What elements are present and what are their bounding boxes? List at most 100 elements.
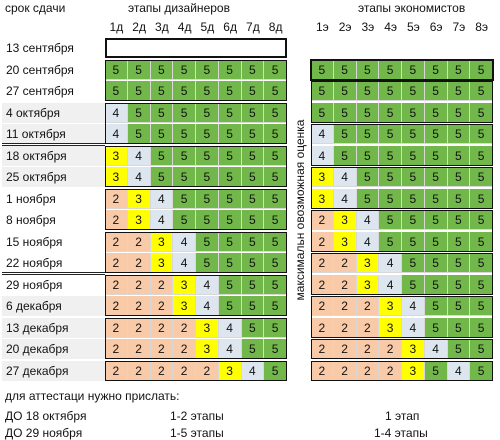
designer-score-cell: 5 <box>150 102 174 123</box>
economist-score-cell: 3 <box>379 296 402 316</box>
economist-score-cell: 5 <box>402 188 425 209</box>
designer-score-cell: 5 <box>173 210 196 230</box>
economist-score-cell: 3 <box>333 231 357 252</box>
designer-score-cell: 5 <box>173 59 196 80</box>
designer-score-cell: 4 <box>173 231 196 252</box>
economist-stage-header: 7э <box>452 20 466 34</box>
designer-score-cell: 3 <box>196 339 219 359</box>
designer-score-cell: 2 <box>105 253 128 273</box>
economist-score-cell: 5 <box>379 188 402 209</box>
economists-header: этапы экономистов <box>358 1 466 15</box>
designer-score-cell: 5 <box>218 188 242 209</box>
designer-score-cell: 5 <box>218 102 242 123</box>
economist-stage-header: 8э <box>475 20 489 34</box>
designer-score-cell: 2 <box>105 188 128 209</box>
economist-score-cell: 3 <box>311 188 334 209</box>
economist-score-cell: 4 <box>311 124 334 144</box>
designer-score-cell: 2 <box>173 360 196 381</box>
designer-score-cell: 3 <box>127 188 151 209</box>
designer-score-cell: 2 <box>127 339 151 359</box>
designers-header: этапы дизайнеров <box>128 1 230 15</box>
economist-stage-header: 2э <box>338 20 352 34</box>
designer-stage-header: 4д <box>177 20 192 34</box>
economist-score-cell: 5 <box>402 167 425 187</box>
row-date-label: 29 ноября <box>6 277 63 292</box>
designer-score-cell: 5 <box>127 59 151 80</box>
designer-score-cell: 5 <box>196 145 219 166</box>
economist-score-cell: 5 <box>447 274 471 295</box>
economist-score-cell: 5 <box>470 59 493 80</box>
designer-score-cell: 5 <box>196 188 219 209</box>
designer-score-cell: 2 <box>150 339 174 359</box>
designer-score-cell: 5 <box>173 145 196 166</box>
economist-score-cell: 5 <box>470 274 493 295</box>
designer-score-cell: 3 <box>173 274 196 295</box>
designer-score-cell: 5 <box>196 231 219 252</box>
designer-score-cell: 4 <box>196 274 219 295</box>
economist-score-cell: 3 <box>402 339 425 359</box>
footer-line1-economists: 1 этап <box>385 409 420 423</box>
designer-stage-header: 8д <box>268 20 283 34</box>
economist-score-cell: 4 <box>311 145 334 166</box>
designer-score-cell: 5 <box>241 231 265 252</box>
economist-score-cell: 5 <box>447 339 471 359</box>
designer-score-cell: 2 <box>105 317 128 338</box>
economist-score-cell: 2 <box>333 296 357 316</box>
designer-score-cell: 5 <box>264 102 287 123</box>
economist-score-cell: 5 <box>470 188 493 209</box>
economist-score-cell: 2 <box>356 296 380 316</box>
designer-score-cell: 5 <box>241 317 265 338</box>
economist-score-cell: 5 <box>402 145 425 166</box>
designer-score-cell: 5 <box>241 167 265 187</box>
economist-score-cell: 5 <box>402 274 425 295</box>
economist-score-cell: 3 <box>333 210 357 230</box>
economist-score-cell: 5 <box>424 124 448 144</box>
designer-score-cell: 5 <box>127 102 151 123</box>
economist-score-cell: 2 <box>333 339 357 359</box>
economist-score-cell: 4 <box>447 360 471 381</box>
row-date-label: 13 сентября <box>6 41 74 55</box>
designer-score-cell: 4 <box>218 317 242 338</box>
designer-score-cell: 4 <box>241 360 265 381</box>
economist-score-cell: 2 <box>333 360 357 381</box>
designer-score-cell: 2 <box>105 296 128 316</box>
designer-score-cell: 2 <box>105 210 128 230</box>
designer-score-cell: 5 <box>173 124 196 144</box>
economist-score-cell: 5 <box>379 102 402 123</box>
economist-score-cell: 5 <box>379 59 402 80</box>
designer-score-cell: 5 <box>196 167 219 187</box>
designer-score-cell: 5 <box>105 59 128 80</box>
designer-score-cell: 5 <box>218 274 242 295</box>
economist-score-cell: 2 <box>311 210 334 230</box>
economist-score-cell: 5 <box>447 167 471 187</box>
designer-score-cell: 5 <box>264 274 287 295</box>
economist-score-cell: 4 <box>402 317 425 338</box>
economist-score-cell: 5 <box>470 253 493 273</box>
designer-score-cell: 4 <box>127 167 151 187</box>
designer-score-cell: 5 <box>127 124 151 144</box>
economist-score-cell: 5 <box>424 145 448 166</box>
designer-score-cell: 2 <box>173 317 196 338</box>
economist-stage-header: 3э <box>361 20 375 34</box>
designer-score-cell: 5 <box>196 81 219 101</box>
economist-score-cell: 5 <box>379 167 402 187</box>
economist-score-cell: 2 <box>356 360 380 381</box>
designer-score-cell: 3 <box>105 167 128 187</box>
designer-stage-header: 2д <box>132 20 146 34</box>
economist-score-cell: 2 <box>311 296 334 316</box>
designer-score-cell: 5 <box>241 124 265 144</box>
economist-score-cell: 5 <box>470 296 493 316</box>
designer-score-cell: 5 <box>264 59 287 80</box>
designer-score-cell: 5 <box>196 102 219 123</box>
economist-score-cell: 5 <box>470 81 493 101</box>
row-date-label: 27 сентября <box>6 84 74 98</box>
designer-score-cell: 5 <box>196 59 219 80</box>
economist-score-cell: 4 <box>379 274 402 295</box>
economist-score-cell: 5 <box>424 231 448 252</box>
economist-score-cell: 5 <box>470 339 493 359</box>
economist-score-cell: 3 <box>356 274 380 295</box>
vertical-label-box: максимальн овозможная оценка <box>291 90 309 330</box>
economist-score-cell: 5 <box>470 145 493 166</box>
economist-score-cell: 2 <box>356 339 380 359</box>
row-date-label: 22 ноября <box>6 256 63 270</box>
